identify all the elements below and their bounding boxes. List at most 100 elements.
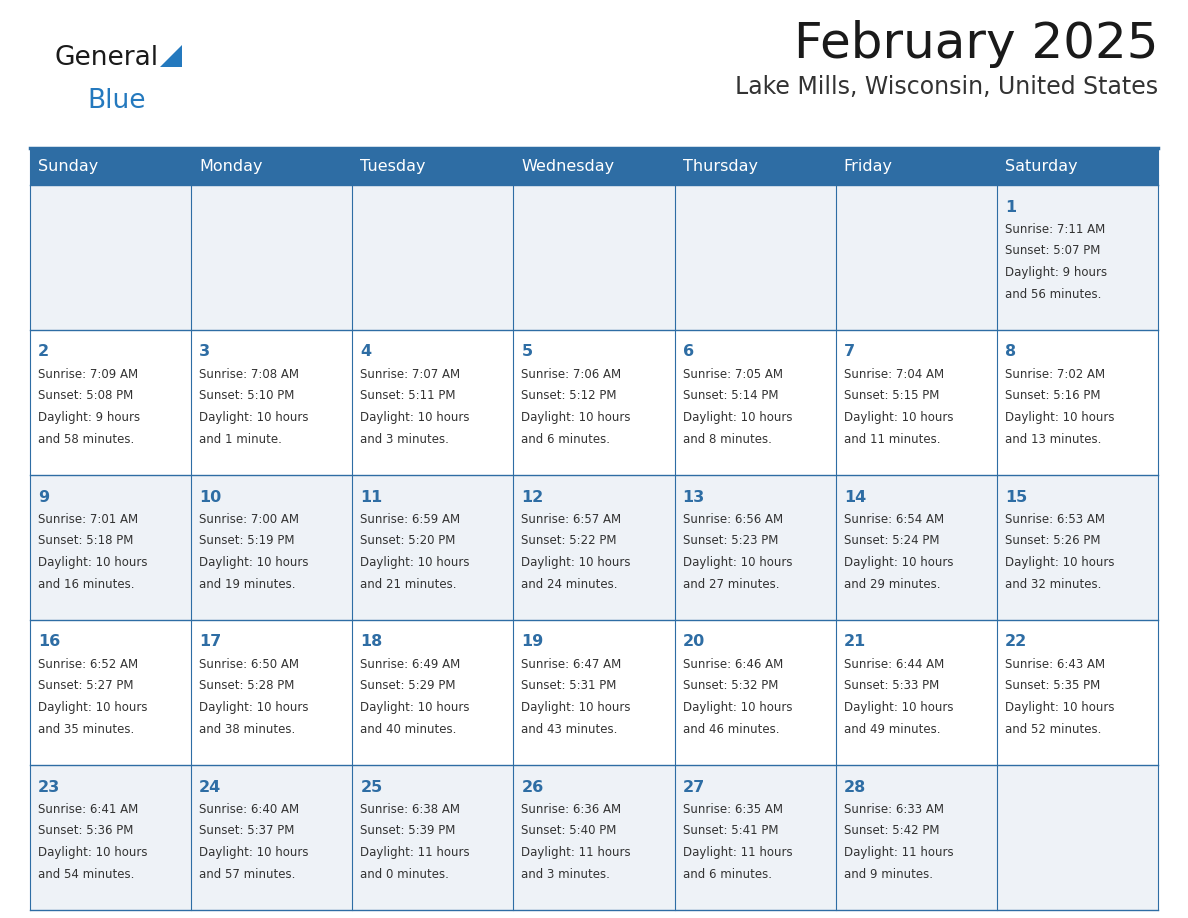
Text: 15: 15 <box>1005 489 1028 505</box>
Text: Daylight: 10 hours: Daylight: 10 hours <box>843 701 953 714</box>
Text: Sunrise: 6:54 AM: Sunrise: 6:54 AM <box>843 512 944 526</box>
Text: Monday: Monday <box>200 159 263 174</box>
Text: Daylight: 10 hours: Daylight: 10 hours <box>200 701 309 714</box>
Text: Sunrise: 7:08 AM: Sunrise: 7:08 AM <box>200 368 299 381</box>
Text: and 32 minutes.: and 32 minutes. <box>1005 578 1101 591</box>
Text: Sunrise: 6:41 AM: Sunrise: 6:41 AM <box>38 802 138 816</box>
Text: Blue: Blue <box>87 88 145 114</box>
Text: Sunset: 5:37 PM: Sunset: 5:37 PM <box>200 824 295 837</box>
Text: Sunset: 5:32 PM: Sunset: 5:32 PM <box>683 679 778 692</box>
Text: Sunset: 5:08 PM: Sunset: 5:08 PM <box>38 389 133 402</box>
FancyBboxPatch shape <box>30 765 1158 910</box>
Text: Sunset: 5:26 PM: Sunset: 5:26 PM <box>1005 534 1100 547</box>
Text: and 8 minutes.: and 8 minutes. <box>683 433 771 446</box>
Text: and 40 minutes.: and 40 minutes. <box>360 723 456 736</box>
Text: Daylight: 9 hours: Daylight: 9 hours <box>1005 266 1107 279</box>
Text: 3: 3 <box>200 344 210 360</box>
Text: and 43 minutes.: and 43 minutes. <box>522 723 618 736</box>
Text: 23: 23 <box>38 779 61 794</box>
Text: Sunday: Sunday <box>38 159 99 174</box>
Text: 7: 7 <box>843 344 855 360</box>
Text: 8: 8 <box>1005 344 1016 360</box>
Text: 14: 14 <box>843 489 866 505</box>
Text: Daylight: 10 hours: Daylight: 10 hours <box>843 411 953 424</box>
Text: Sunset: 5:39 PM: Sunset: 5:39 PM <box>360 824 456 837</box>
Text: Daylight: 10 hours: Daylight: 10 hours <box>38 701 147 714</box>
Text: and 24 minutes.: and 24 minutes. <box>522 578 618 591</box>
Text: 2: 2 <box>38 344 49 360</box>
FancyBboxPatch shape <box>30 620 1158 765</box>
Text: Sunrise: 6:33 AM: Sunrise: 6:33 AM <box>843 802 943 816</box>
Text: Sunrise: 6:44 AM: Sunrise: 6:44 AM <box>843 657 944 671</box>
Text: and 27 minutes.: and 27 minutes. <box>683 578 779 591</box>
Text: Daylight: 11 hours: Daylight: 11 hours <box>683 846 792 859</box>
Text: and 6 minutes.: and 6 minutes. <box>683 868 772 881</box>
Text: and 13 minutes.: and 13 minutes. <box>1005 433 1101 446</box>
Text: and 46 minutes.: and 46 minutes. <box>683 723 779 736</box>
Text: Thursday: Thursday <box>683 159 758 174</box>
Text: Daylight: 10 hours: Daylight: 10 hours <box>200 411 309 424</box>
Text: 19: 19 <box>522 634 544 650</box>
Text: Sunset: 5:22 PM: Sunset: 5:22 PM <box>522 534 617 547</box>
Text: Daylight: 11 hours: Daylight: 11 hours <box>522 846 631 859</box>
Text: Daylight: 10 hours: Daylight: 10 hours <box>522 701 631 714</box>
Text: Sunrise: 6:36 AM: Sunrise: 6:36 AM <box>522 802 621 816</box>
Text: Sunset: 5:36 PM: Sunset: 5:36 PM <box>38 824 133 837</box>
Text: Sunset: 5:14 PM: Sunset: 5:14 PM <box>683 389 778 402</box>
Text: Daylight: 10 hours: Daylight: 10 hours <box>38 556 147 569</box>
Text: Sunset: 5:35 PM: Sunset: 5:35 PM <box>1005 679 1100 692</box>
Text: Sunrise: 6:56 AM: Sunrise: 6:56 AM <box>683 512 783 526</box>
Text: and 16 minutes.: and 16 minutes. <box>38 578 134 591</box>
Text: Sunset: 5:31 PM: Sunset: 5:31 PM <box>522 679 617 692</box>
Text: and 11 minutes.: and 11 minutes. <box>843 433 940 446</box>
Text: 6: 6 <box>683 344 694 360</box>
Text: Wednesday: Wednesday <box>522 159 614 174</box>
Text: Sunrise: 7:00 AM: Sunrise: 7:00 AM <box>200 512 299 526</box>
Text: Sunset: 5:11 PM: Sunset: 5:11 PM <box>360 389 456 402</box>
Text: Lake Mills, Wisconsin, United States: Lake Mills, Wisconsin, United States <box>735 75 1158 99</box>
Text: Sunrise: 6:57 AM: Sunrise: 6:57 AM <box>522 512 621 526</box>
Text: 11: 11 <box>360 489 383 505</box>
Text: 5: 5 <box>522 344 532 360</box>
Text: and 3 minutes.: and 3 minutes. <box>522 868 611 881</box>
Text: Daylight: 9 hours: Daylight: 9 hours <box>38 411 140 424</box>
Text: and 3 minutes.: and 3 minutes. <box>360 433 449 446</box>
Text: Sunrise: 6:52 AM: Sunrise: 6:52 AM <box>38 657 138 671</box>
Text: Sunrise: 6:40 AM: Sunrise: 6:40 AM <box>200 802 299 816</box>
Text: 4: 4 <box>360 344 372 360</box>
Text: and 57 minutes.: and 57 minutes. <box>200 868 296 881</box>
Text: Sunset: 5:29 PM: Sunset: 5:29 PM <box>360 679 456 692</box>
Text: Daylight: 10 hours: Daylight: 10 hours <box>522 556 631 569</box>
Text: General: General <box>55 45 159 71</box>
Text: Sunrise: 6:50 AM: Sunrise: 6:50 AM <box>200 657 299 671</box>
FancyBboxPatch shape <box>30 148 1158 185</box>
Text: Sunset: 5:28 PM: Sunset: 5:28 PM <box>200 679 295 692</box>
Text: Sunset: 5:24 PM: Sunset: 5:24 PM <box>843 534 940 547</box>
Text: and 9 minutes.: and 9 minutes. <box>843 868 933 881</box>
Text: and 49 minutes.: and 49 minutes. <box>843 723 940 736</box>
Text: Sunrise: 6:46 AM: Sunrise: 6:46 AM <box>683 657 783 671</box>
Text: Sunrise: 7:05 AM: Sunrise: 7:05 AM <box>683 368 783 381</box>
FancyBboxPatch shape <box>30 330 1158 475</box>
Text: Sunset: 5:15 PM: Sunset: 5:15 PM <box>843 389 940 402</box>
Text: Sunrise: 7:01 AM: Sunrise: 7:01 AM <box>38 512 138 526</box>
Text: and 29 minutes.: and 29 minutes. <box>843 578 940 591</box>
Text: 9: 9 <box>38 489 49 505</box>
Text: and 58 minutes.: and 58 minutes. <box>38 433 134 446</box>
Text: and 52 minutes.: and 52 minutes. <box>1005 723 1101 736</box>
Text: Sunrise: 6:53 AM: Sunrise: 6:53 AM <box>1005 512 1105 526</box>
Text: Daylight: 10 hours: Daylight: 10 hours <box>522 411 631 424</box>
Text: Sunrise: 6:47 AM: Sunrise: 6:47 AM <box>522 657 621 671</box>
Text: Sunrise: 7:06 AM: Sunrise: 7:06 AM <box>522 368 621 381</box>
Text: 27: 27 <box>683 779 704 794</box>
Text: and 56 minutes.: and 56 minutes. <box>1005 288 1101 301</box>
Text: 12: 12 <box>522 489 544 505</box>
Text: Sunrise: 6:43 AM: Sunrise: 6:43 AM <box>1005 657 1105 671</box>
Text: Daylight: 10 hours: Daylight: 10 hours <box>843 556 953 569</box>
Text: Saturday: Saturday <box>1005 159 1078 174</box>
Text: Sunset: 5:27 PM: Sunset: 5:27 PM <box>38 679 133 692</box>
Text: Daylight: 10 hours: Daylight: 10 hours <box>683 411 792 424</box>
Text: and 0 minutes.: and 0 minutes. <box>360 868 449 881</box>
Text: 18: 18 <box>360 634 383 650</box>
Text: Sunrise: 6:49 AM: Sunrise: 6:49 AM <box>360 657 461 671</box>
